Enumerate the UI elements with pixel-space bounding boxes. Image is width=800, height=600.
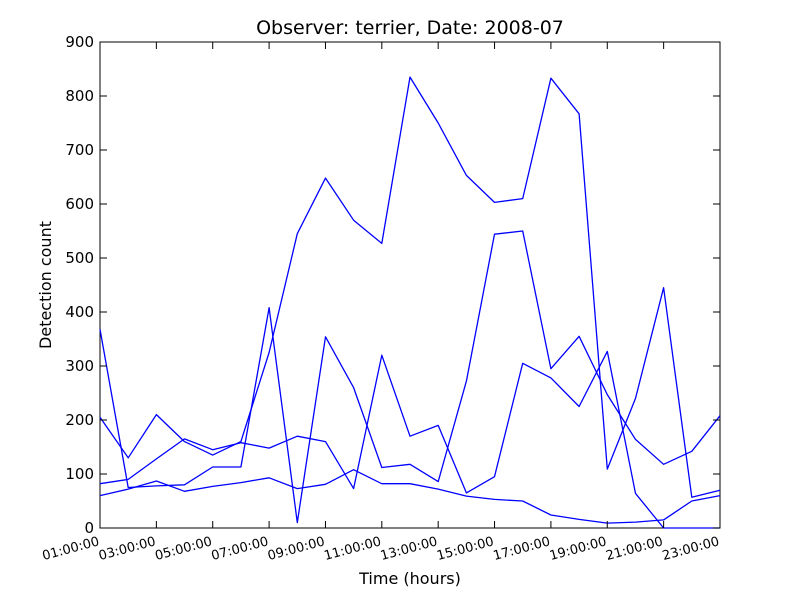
y-axis-ticks: 0 100 200 300 400 500 600 700 800 900	[65, 33, 720, 537]
x-tick-label: 15:00:00	[435, 534, 495, 564]
x-axis-label: Time (hours)	[358, 569, 461, 588]
y-tick-label: 500	[65, 249, 94, 267]
series-line-4	[99, 230, 721, 524]
series-line-3	[99, 350, 720, 529]
x-tick-label: 21:00:00	[604, 534, 664, 564]
y-tick-label: 200	[65, 411, 94, 429]
y-tick-label: 100	[65, 465, 94, 483]
series-layer	[99, 76, 721, 529]
x-tick-label: 11:00:00	[323, 534, 383, 564]
y-tick-label: 300	[65, 357, 94, 375]
series-line-1	[99, 76, 721, 498]
x-tick-label: 07:00:00	[210, 534, 270, 564]
y-tick-label: 600	[65, 195, 94, 213]
plot-frame	[99, 41, 721, 529]
y-tick-label: 800	[65, 87, 94, 105]
x-tick-label: 09:00:00	[266, 534, 326, 564]
y-axis-label: Detection count	[36, 221, 55, 349]
plot-area: 0 100 200 300 400 500 600 700 800 900 01:00:0003:…	[41, 33, 721, 564]
series-line-2	[99, 469, 721, 524]
y-tick-label: 900	[65, 33, 94, 51]
x-tick-label: 03:00:00	[97, 534, 157, 564]
x-tick-label: 17:00:00	[492, 534, 552, 564]
y-tick-label: 0	[84, 519, 94, 537]
x-tick-label: 19:00:00	[548, 534, 608, 564]
x-tick-label: 23:00:00	[661, 534, 721, 564]
chart-title: Observer: terrier, Date: 2008-07	[256, 17, 564, 39]
y-tick-label: 700	[65, 141, 94, 159]
x-axis-ticks: 01:00:0003:00:0005:00:0007:00:0009:00:00…	[41, 42, 721, 564]
x-tick-label: 05:00:00	[153, 534, 213, 564]
x-tick-label: 13:00:00	[379, 534, 439, 564]
x-tick-label: 01:00:00	[41, 534, 101, 564]
y-tick-label: 400	[65, 303, 94, 321]
